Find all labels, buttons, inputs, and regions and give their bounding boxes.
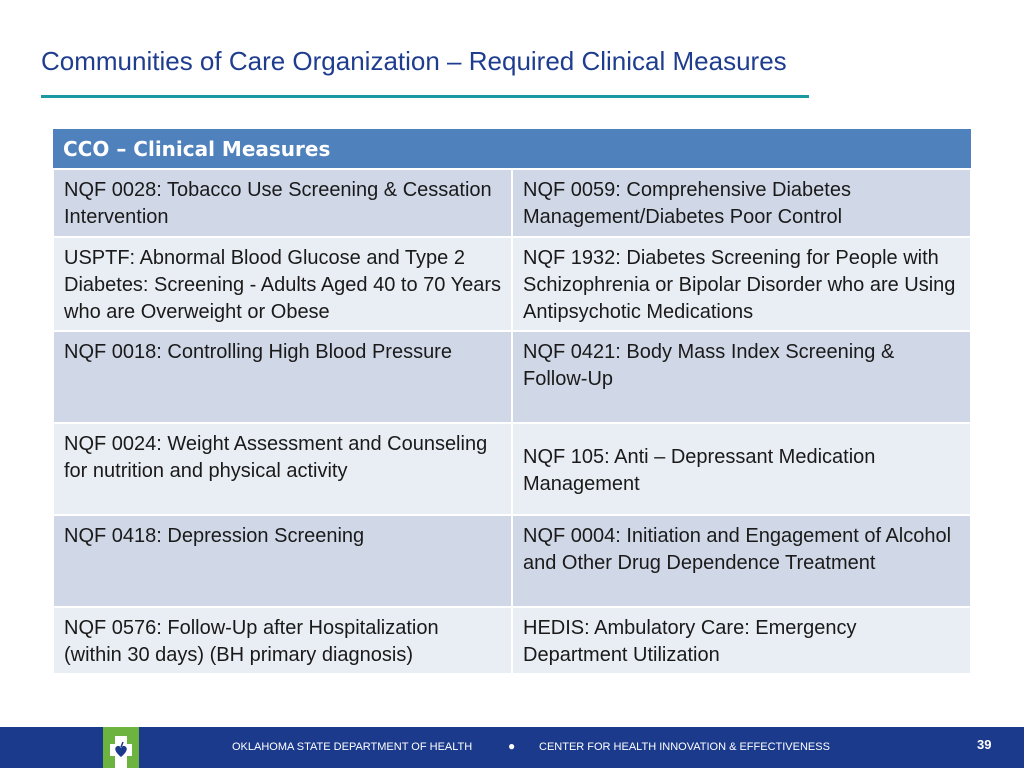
table-row: NQF 0024: Weight Assessment and Counseli… [52, 422, 972, 516]
footer-center-name: CENTER FOR HEALTH INNOVATION & EFFECTIVE… [539, 741, 830, 753]
table-row: NQF 0418: Depression Screening NQF 0004:… [52, 514, 972, 608]
measure-cell: NQF 105: Anti – Depressant Medication Ma… [511, 422, 972, 516]
measure-cell: NQF 0059: Comprehensive Diabetes Managem… [511, 168, 972, 238]
measure-cell: NQF 0004: Initiation and Engagement of A… [511, 514, 972, 608]
measure-cell: NQF 1932: Diabetes Screening for People … [511, 236, 972, 332]
measure-cell: NQF 0018: Controlling High Blood Pressur… [52, 330, 513, 424]
footer-org-name: OKLAHOMA STATE DEPARTMENT OF HEALTH [232, 741, 473, 753]
oklahoma-health-logo-icon [103, 727, 139, 768]
measure-cell: USPTF: Abnormal Blood Glucose and Type 2… [52, 236, 513, 332]
page-title: Communities of Care Organization – Requi… [41, 46, 787, 76]
table-row: NQF 0018: Controlling High Blood Pressur… [52, 330, 972, 424]
footer-separator: ● [508, 739, 516, 753]
measure-cell: NQF 0024: Weight Assessment and Counseli… [52, 422, 513, 516]
measure-cell: NQF 0418: Depression Screening [52, 514, 513, 608]
title-divider [41, 95, 809, 98]
measure-cell: NQF 0421: Body Mass Index Screening & Fo… [511, 330, 972, 424]
measure-cell: NQF 0576: Follow-Up after Hospitalizatio… [52, 606, 513, 675]
table-row: NQF 0028: Tobacco Use Screening & Cessat… [52, 168, 972, 238]
table-header: CCO – Clinical Measures [53, 129, 971, 170]
page-number: 39 [977, 737, 992, 752]
measure-cell: NQF 0028: Tobacco Use Screening & Cessat… [52, 168, 513, 238]
footer-bar: OKLAHOMA STATE DEPARTMENT OF HEALTH ● CE… [0, 727, 1024, 768]
table-row: NQF 0576: Follow-Up after Hospitalizatio… [52, 606, 972, 675]
measure-cell: HEDIS: Ambulatory Care: Emergency Depart… [511, 606, 972, 675]
clinical-measures-table: CCO – Clinical Measures NQF 0028: Tobacc… [52, 129, 972, 675]
table-row: USPTF: Abnormal Blood Glucose and Type 2… [52, 236, 972, 332]
table-header-row: CCO – Clinical Measures [53, 129, 971, 170]
